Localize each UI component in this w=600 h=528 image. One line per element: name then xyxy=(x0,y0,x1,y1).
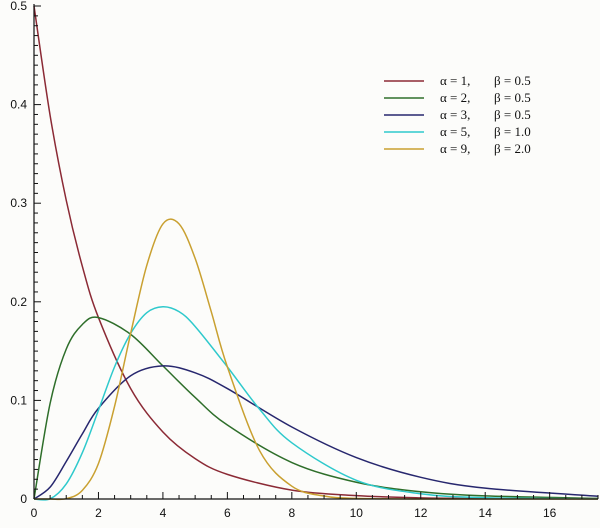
legend-beta-label: β = 0.5 xyxy=(494,107,531,122)
legend-beta-label: β = 0.5 xyxy=(494,73,531,88)
legend-alpha-label: α = 3, xyxy=(440,107,470,122)
x-tick-label: 4 xyxy=(160,506,167,520)
legend-beta-label: β = 0.5 xyxy=(494,90,531,105)
y-axis: 0 0.1 0.2 0.3 0.4 0.5 xyxy=(10,0,41,506)
y-tick-label: 0.1 xyxy=(10,393,27,407)
x-tick-label: 16 xyxy=(543,506,557,520)
legend-alpha-label: α = 2, xyxy=(440,90,470,105)
y-tick-label: 0.3 xyxy=(10,196,27,210)
legend-item-3: α = 3, β = 0.5 xyxy=(384,107,531,122)
y-tick-label: 0.5 xyxy=(10,0,27,13)
series-line-3 xyxy=(33,365,599,500)
legend-alpha-label: α = 1, xyxy=(440,73,470,88)
legend-beta-label: β = 2.0 xyxy=(494,141,531,156)
y-tick-label: 0.4 xyxy=(10,98,27,112)
legend: α = 1, β = 0.5α = 2, β = 0.5α = 3, β = 0.5α… xyxy=(384,73,531,156)
x-tick-label: 14 xyxy=(479,506,493,520)
x-tick-label: 12 xyxy=(414,506,428,520)
x-tick-label: 8 xyxy=(288,506,295,520)
legend-item-1: α = 1, β = 0.5 xyxy=(384,73,531,88)
x-tick-label: 6 xyxy=(224,506,231,520)
legend-item-2: α = 2, β = 0.5 xyxy=(384,90,531,105)
legend-item-4: α = 5, β = 1.0 xyxy=(384,124,531,139)
legend-item-5: α = 9, β = 2.0 xyxy=(384,141,531,156)
y-tick-label: 0 xyxy=(20,492,27,506)
legend-alpha-label: α = 9, xyxy=(440,141,470,156)
x-tick-label: 2 xyxy=(95,506,102,520)
x-tick-label: 10 xyxy=(350,506,364,520)
legend-alpha-label: α = 5, xyxy=(440,124,470,139)
x-tick-label: 0 xyxy=(31,506,38,520)
series-line-4 xyxy=(33,305,599,501)
x-axis: 0 2 4 6 8 10 12 14 16 xyxy=(31,492,599,520)
legend-beta-label: β = 1.0 xyxy=(494,124,531,139)
series-line-2 xyxy=(33,316,599,500)
y-tick-label: 0.2 xyxy=(10,295,27,309)
series-line-5 xyxy=(33,218,599,501)
